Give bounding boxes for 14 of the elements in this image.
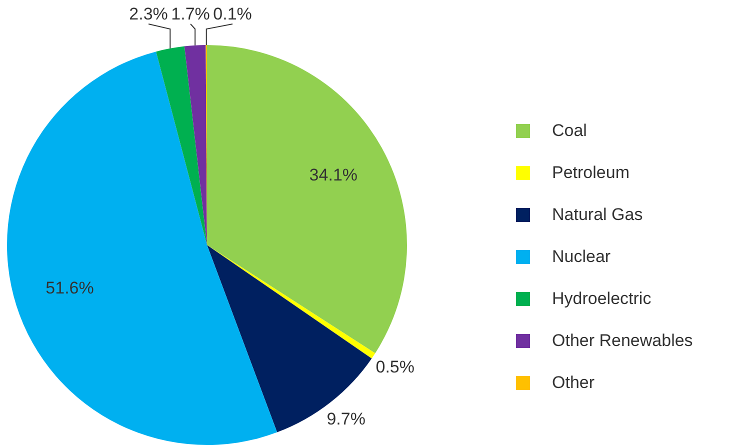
data-label: 51.6% bbox=[46, 278, 94, 298]
data-label: 9.7% bbox=[326, 410, 366, 429]
data-label: 34.1% bbox=[309, 166, 358, 185]
data-label: 1.7% bbox=[171, 4, 210, 24]
data-label: 2.3% bbox=[129, 4, 168, 24]
legend-label: Coal bbox=[552, 121, 587, 141]
legend-label: Hydroelectric bbox=[552, 289, 652, 309]
legend-label: Other Renewables bbox=[552, 331, 693, 351]
legend-label: Nuclear bbox=[552, 247, 611, 267]
legend-label: Natural Gas bbox=[552, 205, 643, 225]
legend-label: Other bbox=[552, 373, 595, 393]
data-label: 0.5% bbox=[376, 358, 414, 377]
legend-label: Petroleum bbox=[552, 163, 630, 183]
data-label: 0.1% bbox=[213, 4, 252, 24]
